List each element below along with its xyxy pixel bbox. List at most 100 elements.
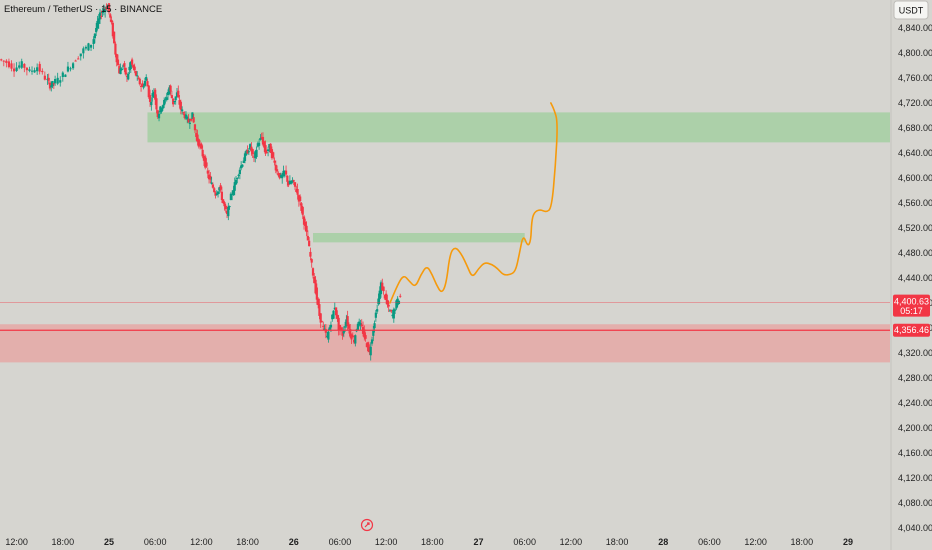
candle-body (381, 282, 384, 291)
candle-body (391, 314, 394, 317)
candle-body (364, 335, 367, 339)
candle-body (376, 309, 379, 312)
candle-body (277, 173, 280, 176)
candle-body (33, 70, 36, 73)
candle-body (122, 65, 125, 67)
candle-body (318, 304, 321, 316)
candle-body (281, 174, 284, 179)
levels-layer (0, 302, 890, 331)
time-axis[interactable]: 12:00 18:00 25 06:00 12:00 18:00 26 06:00 12:00 1… (5, 537, 853, 547)
candle-body (333, 307, 336, 310)
candle-body (297, 195, 300, 202)
y-tick-label: 4,640.00 (898, 148, 932, 158)
y-tick-label: 4,760.00 (898, 73, 932, 83)
candle-body (52, 83, 55, 85)
candle-body (56, 77, 59, 84)
y-tick-label: 4,480.00 (898, 248, 932, 258)
candle-body (89, 44, 93, 48)
candle-body (138, 78, 141, 85)
candle-body (109, 14, 112, 18)
currency-button[interactable]: USDT (893, 0, 929, 20)
candle-body (392, 309, 395, 319)
y-tick-label: 4,320.00 (898, 348, 932, 358)
candle-body (125, 76, 129, 78)
candle-body (187, 118, 190, 123)
candle-body (223, 202, 226, 207)
candle-body (173, 101, 176, 103)
candle-body (50, 85, 53, 88)
current-price-value: 4,400.63 (894, 297, 929, 307)
candle-body (124, 67, 127, 75)
candle-body (240, 165, 243, 169)
candle-body (287, 181, 290, 186)
candle-body (245, 150, 248, 156)
candle-body (295, 189, 298, 193)
y-tick-label: 4,720.00 (898, 98, 932, 108)
x-tick-label: 12:00 (190, 537, 213, 547)
candle-body (387, 304, 390, 307)
candle-body (71, 63, 75, 69)
candle-body (181, 109, 184, 112)
replay-icon[interactable] (360, 518, 374, 532)
candle-body (394, 309, 397, 311)
candle-body (10, 63, 13, 69)
candle-body (315, 287, 318, 300)
candle-body (66, 66, 70, 72)
candle-body (197, 139, 200, 147)
candle-body (247, 151, 250, 153)
candle-body (396, 298, 399, 306)
candle-body (151, 93, 154, 97)
candle-body (320, 321, 324, 323)
projection-layer (389, 102, 558, 304)
x-tick-label: 18:00 (236, 537, 259, 547)
candle-body (84, 46, 88, 49)
candle-body (23, 63, 26, 68)
candle-body (329, 324, 333, 328)
candle-body (182, 112, 185, 114)
candle-body (343, 326, 347, 328)
x-tick-label: 12:00 (5, 537, 28, 547)
candle-body (332, 310, 335, 319)
candle-body (385, 293, 388, 300)
y-tick-label: 4,600.00 (898, 173, 932, 183)
candle-body (378, 290, 381, 300)
candle-body (116, 59, 120, 66)
candle-body (97, 18, 100, 24)
y-tick-label: 4,440.00 (898, 273, 932, 283)
candle-body (241, 164, 244, 167)
candle-body (193, 124, 197, 131)
candle-body (25, 67, 28, 71)
candle-body (242, 160, 245, 164)
price-axis[interactable]: 4,840.00 4,800.00 4,760.00 4,720.00 4,680.00… (898, 23, 932, 533)
candle-body (383, 294, 386, 299)
candle-body (147, 85, 150, 98)
candle-body (128, 66, 131, 71)
candle-body (213, 188, 216, 193)
candle-body (200, 143, 203, 149)
candle-body (216, 191, 220, 195)
x-tick-label: 18:00 (421, 537, 444, 547)
candle-body (337, 317, 340, 331)
candle-body (205, 162, 208, 167)
candle-body (20, 61, 23, 68)
candle-body (96, 20, 99, 29)
x-tick-label: 06:00 (513, 537, 536, 547)
candle-body (127, 73, 130, 80)
chart-title: Ethereum / TetherUS · 15 · BINANCE (4, 4, 162, 15)
candle-body (360, 324, 363, 326)
candle-body (324, 329, 327, 333)
candle-body (228, 206, 231, 208)
x-tick-label: 12:00 (744, 537, 767, 547)
candle-body (275, 169, 279, 172)
candle-body (123, 63, 126, 67)
candle-body (115, 54, 118, 63)
x-tick-label: 26 (289, 537, 299, 547)
candle-body (172, 98, 175, 105)
candle-body (259, 137, 262, 140)
candle-body (296, 189, 299, 195)
y-tick-label: 4,840.00 (898, 23, 932, 33)
candle-body (327, 331, 330, 340)
projection-path (389, 102, 558, 304)
candle-body (168, 87, 171, 94)
